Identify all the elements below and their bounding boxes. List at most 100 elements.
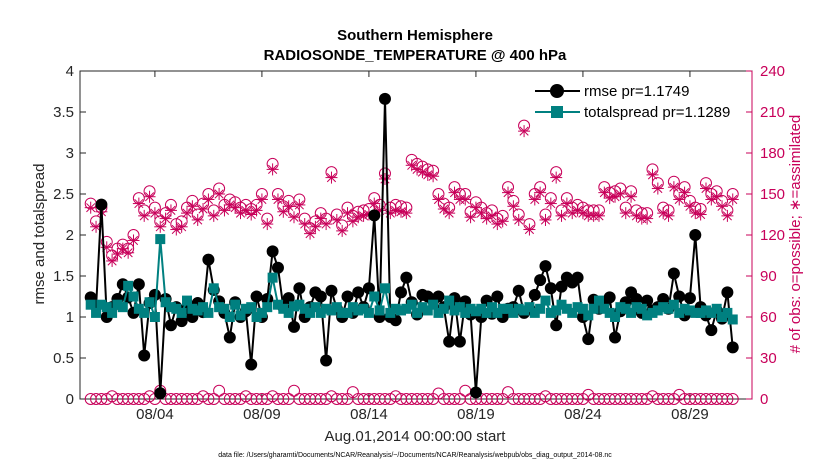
obs_assimilated-point-stroke — [626, 192, 636, 202]
rmse-point — [539, 260, 552, 273]
rmse-point — [202, 253, 215, 266]
totalspread-point — [604, 307, 615, 318]
obs_assimilated-point-stroke — [701, 183, 711, 194]
obs_assimilated-point-stroke — [722, 211, 732, 221]
rmse-point — [368, 209, 381, 222]
totalspread-point — [684, 305, 695, 316]
obs_assimilated-point — [523, 223, 536, 236]
obs_assimilated-point-stroke — [551, 173, 561, 183]
rmse-point — [132, 278, 145, 291]
y-axis-left-label: rmse and totalspread — [31, 164, 48, 305]
obs_assimilated-point-stroke — [535, 188, 545, 198]
obs_assimilated-point — [207, 209, 220, 222]
rmse-point — [282, 292, 295, 305]
y-right-tick-label: 120 — [760, 227, 785, 244]
legend: rmse pr=1.1749 totalspread pr=1.1289 — [533, 79, 730, 121]
obs_assimilated-point — [261, 218, 274, 231]
obs_assimilated-point-stroke — [412, 164, 422, 174]
rmse-point — [721, 286, 734, 299]
obs_assimilated-point-stroke — [209, 211, 219, 221]
obs_possible_low-point — [448, 393, 461, 405]
totalspread-point — [224, 312, 235, 322]
totalspread-point — [85, 299, 96, 310]
totalspread-point — [310, 302, 321, 313]
rmse-point — [443, 335, 456, 348]
totalspread-point — [401, 303, 412, 314]
obs_assimilated-point-stroke — [284, 201, 294, 211]
rmse-point — [245, 358, 258, 371]
obs_assimilated-point — [132, 197, 145, 210]
obs_assimilated-point-stroke — [401, 208, 411, 218]
totalspread-point — [187, 303, 198, 314]
x-tick-label: 08/29 — [671, 406, 709, 423]
obs_assimilated-point-stroke — [449, 188, 460, 198]
y-left-tick-label: 0.5 — [53, 350, 74, 367]
totalspread-point — [551, 305, 562, 316]
totalspread-point — [615, 302, 626, 313]
rmse-point — [288, 320, 301, 333]
obs_assimilated-point-stroke — [246, 209, 256, 220]
y-left-tick-label: 0 — [66, 391, 74, 408]
obs_assimilated-point-stroke — [524, 224, 535, 235]
legend-totalspread-marker — [551, 106, 563, 118]
obs_assimilated-point — [512, 213, 525, 226]
rmse-point — [175, 315, 188, 328]
obs_assimilated-point-stroke — [369, 198, 379, 209]
totalspread-point — [567, 307, 578, 318]
obs_assimilated-point-stroke — [647, 170, 658, 180]
obs_assimilated-point-stroke — [519, 126, 529, 136]
totalspread-point — [128, 291, 139, 302]
obs_assimilated-point-stroke — [139, 211, 149, 221]
obs_assimilated-point-stroke — [177, 222, 187, 232]
obs_assimilated-point — [544, 197, 557, 210]
rmse-point — [726, 341, 739, 354]
obs_assimilated-point-stroke — [508, 201, 518, 211]
totalspread-point — [519, 305, 530, 316]
totalspread-point — [283, 307, 294, 318]
obs_assimilated-point-stroke — [321, 219, 331, 229]
obs_assimilated-point — [699, 182, 712, 195]
rmse-point — [641, 294, 654, 307]
totalspread-point — [214, 302, 225, 313]
obs_assimilated-point-stroke — [572, 205, 583, 215]
obs_assimilated-point-stroke — [594, 211, 604, 221]
obs_assimilated-point — [528, 193, 541, 206]
totalspread-point — [326, 305, 337, 316]
obs_assimilated-point — [421, 168, 434, 181]
obs_assimilated-point — [539, 213, 552, 226]
totalspread-point — [144, 297, 155, 308]
obs_assimilated-point — [298, 218, 311, 231]
x-tick-label: 08/19 — [457, 406, 495, 423]
obs_assimilated-point — [245, 208, 258, 221]
rmse-point — [609, 331, 622, 344]
obs_assimilated-point — [443, 207, 456, 220]
obs_assimilated-point — [550, 171, 563, 184]
totalspread-point — [524, 302, 535, 313]
totalspread-point — [112, 299, 123, 310]
rmse-point — [491, 290, 504, 303]
y-right-tick-label: 0 — [760, 391, 768, 408]
obs_assimilated-point — [164, 204, 177, 217]
obs_assimilated-point-stroke — [257, 194, 267, 205]
obs_assimilated-point-stroke — [187, 201, 197, 211]
totalspread-point — [449, 305, 460, 316]
obs_assimilated-point — [673, 193, 686, 206]
obs_assimilated-point — [186, 200, 199, 213]
obs_assimilated-point — [84, 201, 97, 214]
obs_assimilated-point-stroke — [498, 216, 508, 226]
totalspread-point — [428, 299, 439, 310]
obs_assimilated-point — [678, 186, 691, 199]
y-right-tick-label: 210 — [760, 104, 785, 121]
rmse-point — [378, 92, 391, 105]
totalspread-point — [278, 303, 289, 314]
totalspread-point — [182, 295, 193, 306]
obs_assimilated-point-stroke — [423, 170, 433, 180]
x-tick-label: 08/14 — [350, 406, 388, 423]
obs_assimilated-point-stroke — [289, 212, 299, 222]
obs_assimilated-point — [325, 171, 338, 184]
rmse-point — [223, 331, 236, 344]
obs_assimilated-point — [330, 213, 343, 226]
obs_assimilated-point — [368, 197, 381, 210]
y-left-tick-label: 3 — [66, 145, 74, 162]
